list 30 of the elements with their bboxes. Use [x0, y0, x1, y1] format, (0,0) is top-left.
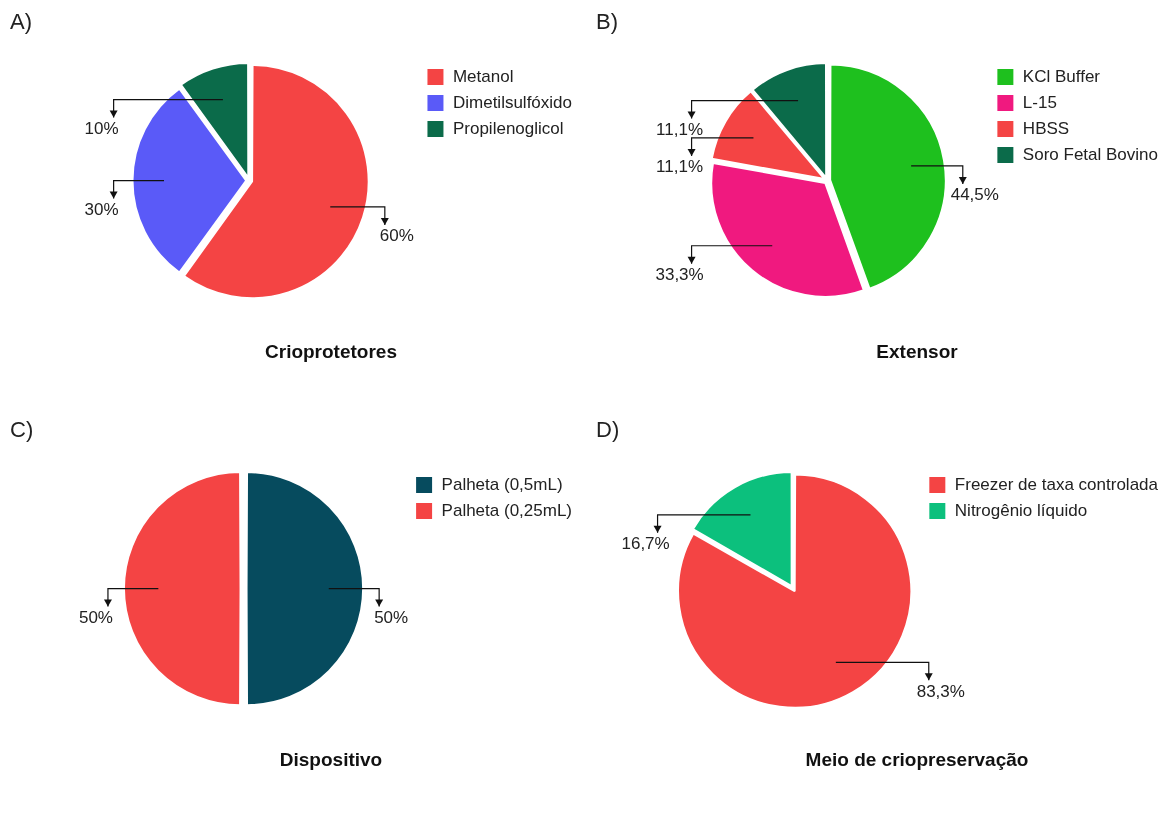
data-label: 50%	[78, 607, 113, 627]
legend-label: Dimetilsulfóxido	[452, 92, 573, 112]
data-label: 33,3%	[655, 264, 704, 284]
text: B)	[596, 9, 618, 35]
legend-label: L-15	[1022, 92, 1057, 112]
legend-label: Freezer de taxa controlada	[954, 474, 1159, 494]
legend-label: Palheta (0,25mL)	[441, 500, 572, 520]
data-label: 44,5%	[950, 185, 999, 205]
data-label: 83,3%	[916, 681, 965, 701]
data-label: 11,1%	[656, 157, 704, 177]
text: Meio de criopreservação	[805, 748, 1029, 770]
text: Dispositivo	[279, 748, 383, 770]
legend-label: KCl Buffer	[1022, 66, 1101, 86]
legend-label: Metanol	[452, 66, 514, 86]
legend-label: Soro Fetal Bovino	[1022, 144, 1159, 164]
text: D)	[596, 417, 620, 443]
text: A)	[10, 9, 32, 35]
text: Crioprotetores	[265, 340, 397, 362]
legend-label: Propilenoglicol	[452, 118, 564, 138]
data-label: 16,7%	[621, 534, 670, 554]
data-label: 30%	[84, 199, 119, 219]
text: C)	[10, 417, 34, 443]
text: Extensor	[876, 340, 959, 362]
data-label: 11,1%	[656, 119, 704, 139]
legend-label: Nitrogênio líquido	[954, 500, 1088, 520]
legend-label: HBSS	[1022, 118, 1070, 138]
data-label: 50%	[374, 607, 409, 627]
legend-label: Palheta (0,5mL)	[441, 474, 563, 494]
data-label: 60%	[379, 226, 414, 246]
data-label: 10%	[84, 118, 119, 138]
